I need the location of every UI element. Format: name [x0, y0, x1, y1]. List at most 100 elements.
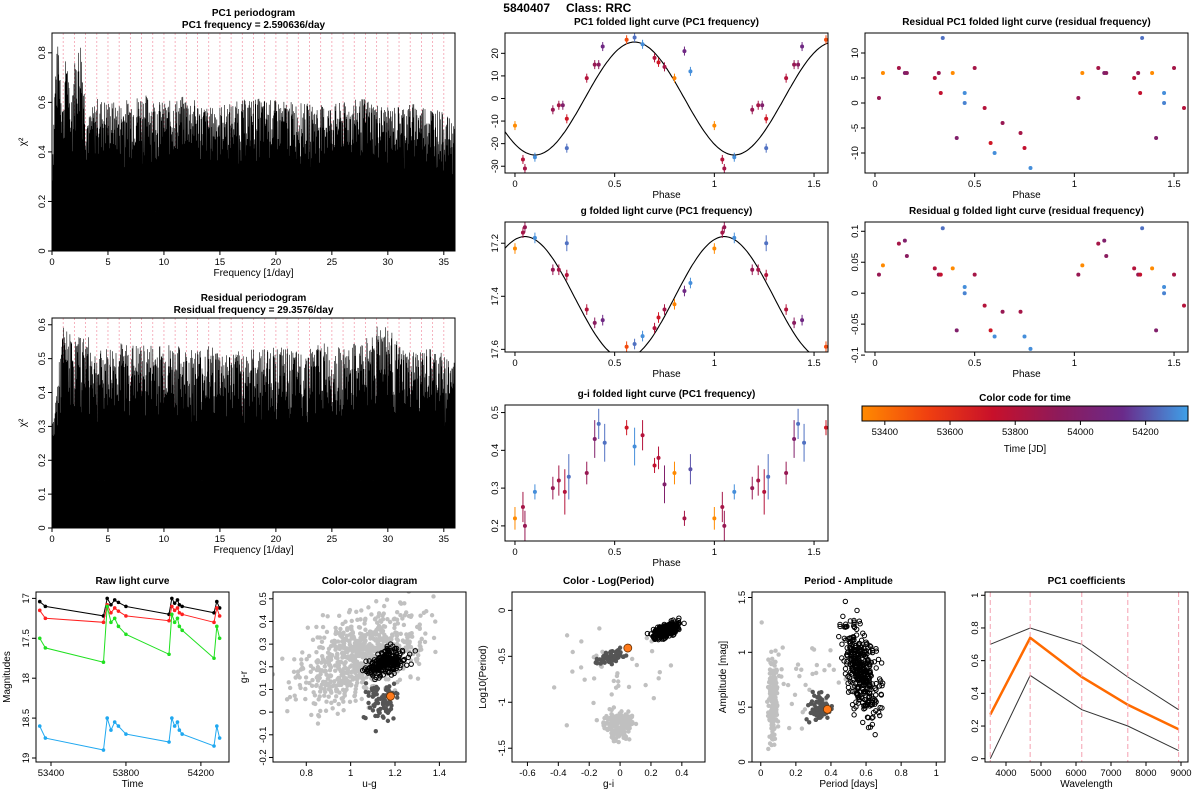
series-point	[215, 606, 219, 610]
population-point	[386, 669, 392, 675]
data-point	[722, 225, 727, 230]
population-point	[379, 628, 385, 633]
population-point	[620, 720, 625, 725]
population-point	[317, 635, 323, 640]
x-tick-label: 4000	[995, 768, 1016, 779]
population-point	[836, 633, 842, 640]
data-point	[940, 226, 945, 231]
population-point	[417, 640, 423, 645]
series-point	[109, 610, 113, 615]
population-point	[380, 657, 387, 663]
population-point	[597, 626, 602, 631]
population-point	[818, 708, 823, 714]
population-point	[325, 650, 331, 655]
population-point	[662, 625, 668, 632]
population-point	[280, 656, 285, 661]
x-tick-label: 53800	[113, 768, 139, 779]
population-point	[616, 650, 621, 655]
data-point	[662, 64, 667, 69]
chart-title: Color-color diagram	[322, 576, 418, 587]
population-point	[343, 619, 348, 624]
population-point	[348, 643, 353, 648]
data-point	[672, 471, 677, 475]
y-tick-label: 0	[258, 709, 269, 714]
population-point	[392, 648, 399, 654]
series-point	[105, 596, 110, 601]
data-point	[682, 516, 687, 521]
series-point	[180, 628, 184, 633]
population-point	[614, 725, 619, 730]
data-point	[1028, 166, 1033, 170]
x-tick-label: 1	[712, 547, 717, 558]
series-point	[37, 599, 42, 604]
x-tick-label: 5	[105, 534, 110, 545]
plot-area	[52, 318, 455, 528]
population-point	[273, 672, 276, 677]
population-point	[429, 613, 435, 618]
population-point	[591, 676, 597, 681]
population-point	[629, 713, 635, 718]
population-point	[344, 646, 349, 651]
data-point	[1172, 272, 1177, 277]
data-point	[584, 471, 589, 475]
population-point	[310, 637, 316, 643]
population-point	[848, 688, 854, 694]
population-point	[831, 667, 837, 673]
population-point	[804, 717, 809, 722]
data-point	[824, 344, 828, 349]
population-point	[643, 682, 648, 688]
population-point	[317, 694, 322, 699]
colorbar-tick-label: 53800	[1002, 427, 1028, 438]
x-tick-label: 0	[758, 768, 763, 779]
data-point	[656, 60, 661, 65]
data-point	[800, 318, 805, 323]
x-tick-label: 0.8	[300, 768, 313, 779]
population-point	[340, 639, 345, 644]
population-point	[377, 645, 383, 650]
population-point	[814, 662, 820, 668]
population-point	[856, 640, 862, 647]
population-point	[759, 620, 764, 625]
population-point	[303, 680, 309, 685]
y-tick-label: 1.5	[737, 591, 748, 604]
series-point	[215, 599, 219, 604]
target-star-marker	[623, 643, 633, 653]
population-point	[389, 637, 394, 642]
population-point	[370, 672, 376, 679]
population-point	[339, 635, 345, 640]
data-point	[756, 478, 761, 483]
population-point	[813, 670, 819, 676]
plot-frame	[35, 591, 230, 763]
population-point	[387, 619, 393, 625]
y-tick-label: 0.6	[37, 318, 48, 331]
chart-title: Color - Log(Period)	[563, 576, 654, 587]
data-point	[962, 285, 967, 289]
population-point	[400, 657, 406, 664]
population-point	[309, 712, 314, 718]
population-point	[655, 624, 661, 630]
population-point	[333, 668, 338, 673]
data-point	[656, 455, 661, 460]
population-point	[266, 698, 270, 702]
population-point	[795, 662, 801, 667]
population-point	[333, 629, 339, 634]
population-point	[387, 684, 392, 689]
series-line-black	[39, 597, 221, 617]
data-point	[550, 486, 555, 491]
population-point	[597, 657, 602, 662]
population-point	[605, 656, 610, 662]
population-point	[381, 603, 387, 609]
data-point	[756, 103, 761, 108]
plot-frame	[984, 591, 1189, 763]
population-point	[767, 717, 772, 723]
population-point	[358, 617, 363, 622]
data-point	[640, 334, 645, 339]
population-point	[287, 694, 293, 700]
data-point	[962, 101, 967, 105]
series-point	[112, 606, 117, 610]
population-point	[313, 701, 318, 707]
data-point	[762, 489, 767, 494]
series-point	[170, 596, 174, 601]
x-tick-label: 35	[439, 257, 450, 268]
y-tick-label: -5	[850, 124, 861, 132]
